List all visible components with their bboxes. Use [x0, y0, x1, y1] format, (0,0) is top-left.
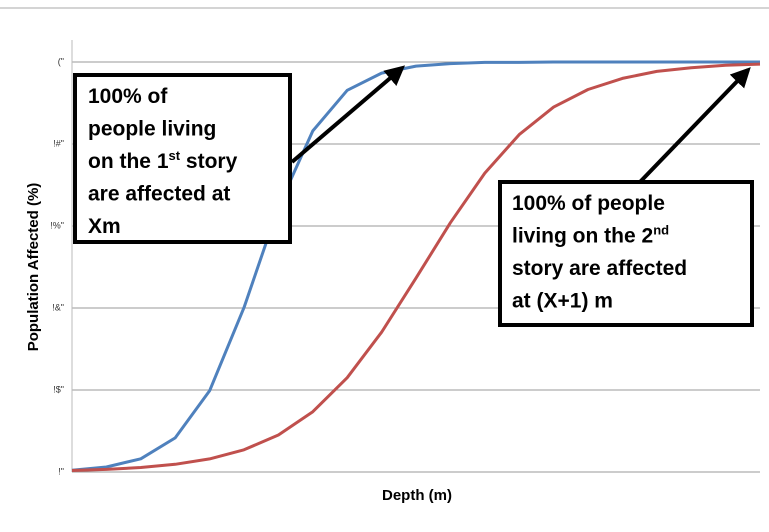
text-segment: at (X+1) m: [512, 290, 613, 313]
text-segment: living on the 2: [512, 225, 653, 248]
annotation-box: [73, 73, 292, 244]
annotation-text: 100% of: [88, 85, 168, 108]
text-segment: 100% of people: [512, 192, 665, 215]
annotation-text: people living: [88, 118, 216, 141]
annotation-text: story are affected: [512, 257, 687, 280]
text-segment: Xm: [88, 215, 121, 238]
text-segment: story: [180, 150, 238, 173]
y-tick-label: !&": [52, 302, 64, 312]
annotation-text: on the 1st story: [88, 148, 238, 173]
text-segment: story are affected: [512, 257, 687, 280]
annotation-text: at (X+1) m: [512, 290, 613, 313]
x-axis-label: Depth (m): [382, 487, 452, 504]
text-segment: 100% of: [88, 85, 168, 108]
text-segment: people living: [88, 118, 216, 141]
superscript: nd: [653, 223, 669, 238]
text-segment: on the 1: [88, 150, 169, 173]
y-axis-label: Population Affected (%): [25, 183, 42, 352]
annotation-text: are affected at: [88, 183, 230, 206]
arrow: [290, 65, 406, 164]
series-line: [71, 60, 760, 472]
y-tick-label: !#": [53, 138, 64, 148]
y-tick-label: !$": [53, 384, 64, 394]
annotation-box: [498, 180, 754, 327]
series-line: [71, 62, 761, 472]
y-tick-label: !": [58, 466, 64, 476]
y-tick-label: (": [58, 56, 64, 66]
annotation-text: living on the 2nd: [512, 223, 669, 248]
arrow: [638, 67, 751, 184]
y-tick-label: !%": [50, 220, 64, 230]
annotation-text: Xm: [88, 215, 121, 238]
text-segment: are affected at: [88, 183, 230, 206]
annotation-text: 100% of people: [512, 192, 665, 215]
superscript: st: [169, 148, 181, 163]
